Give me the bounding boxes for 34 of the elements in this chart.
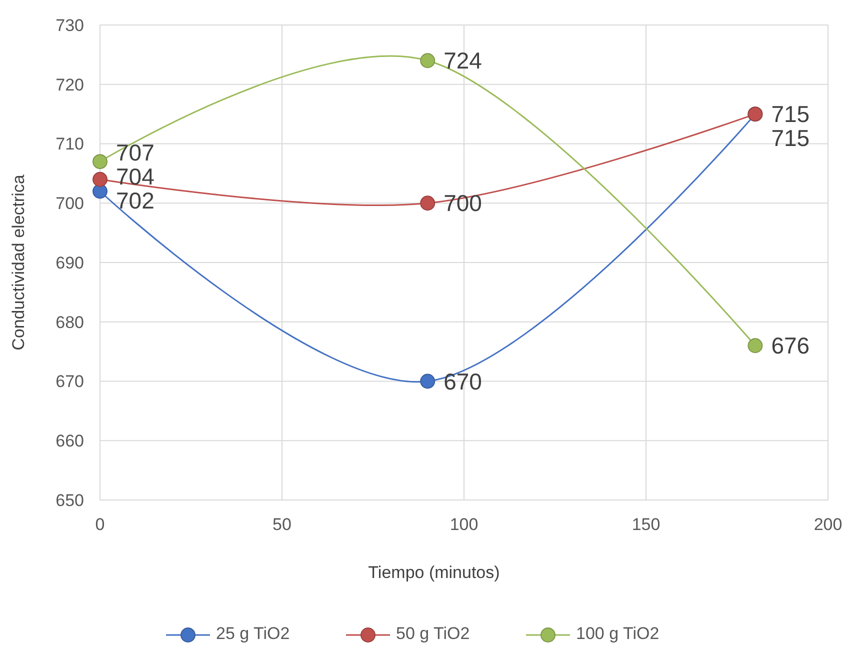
y-tick-label: 660	[56, 432, 84, 451]
data-label: 676	[771, 332, 810, 359]
x-tick-label: 0	[95, 515, 105, 534]
data-label: 707	[116, 139, 154, 166]
x-tick-label: 200	[814, 515, 842, 534]
legend-label: 100 g TiO2	[576, 624, 660, 643]
data-label: 700	[444, 190, 482, 216]
point	[420, 53, 436, 68]
point	[92, 172, 108, 187]
data-label: 724	[444, 48, 482, 74]
y-tick-label: 710	[56, 134, 84, 154]
point	[420, 374, 436, 389]
y-tick-label: 700	[56, 194, 84, 214]
data-label: 715	[771, 125, 810, 152]
point	[92, 154, 108, 170]
y-axis-title: Conductividad electrica	[9, 174, 28, 350]
y-tick-label: 720	[56, 75, 84, 94]
y-tick-label: 670	[56, 372, 84, 392]
data-label: 704	[116, 163, 155, 190]
x-tick-label: 50	[272, 515, 292, 534]
y-tick-label: 690	[56, 253, 84, 272]
x-axis-title: Tiempo (minutos)	[368, 563, 500, 582]
x-tick-label: 100	[450, 515, 478, 534]
data-label: 715	[771, 101, 810, 128]
point	[420, 196, 436, 211]
data-label: 702	[116, 187, 154, 214]
y-tick-label: 730	[56, 16, 84, 35]
y-tick-label: 650	[56, 490, 84, 510]
y-tick-label: 680	[56, 312, 84, 332]
data-label: 670	[444, 368, 482, 394]
point	[748, 338, 763, 354]
legend-label: 25 g TiO2	[216, 624, 290, 643]
x-tick-label: 150	[632, 515, 660, 534]
legend-label: 50 g TiO2	[396, 624, 470, 643]
